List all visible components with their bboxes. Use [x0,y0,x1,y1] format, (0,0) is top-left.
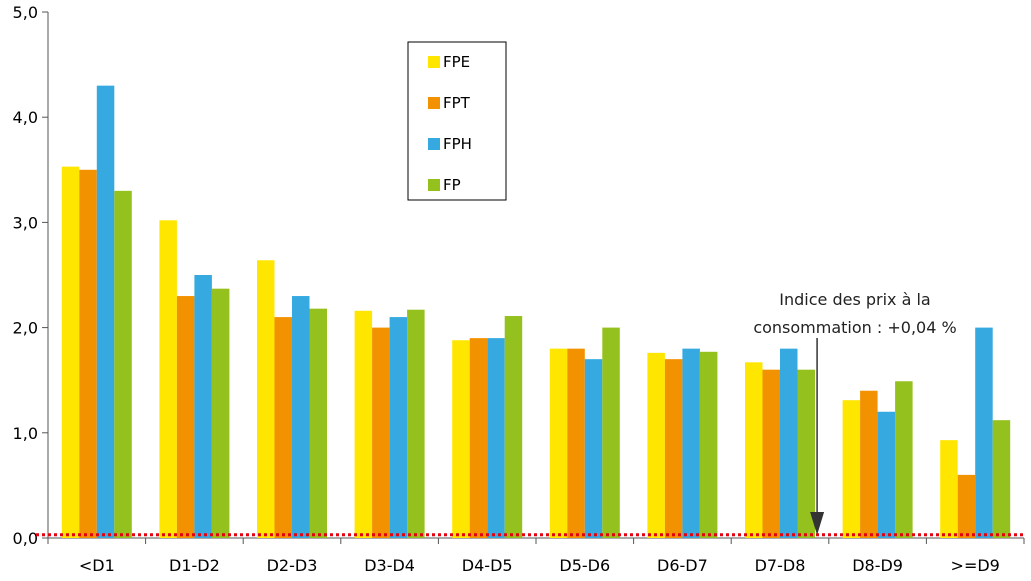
bar-fph [975,327,993,538]
x-tick-label: D7-D8 [755,556,806,575]
bar-fpt [469,338,488,538]
bar-fp [407,309,425,538]
legend-box [407,41,507,201]
y-tick-label: 4,0 [13,108,38,127]
bar-fpe [647,352,665,538]
bar-fp [797,369,815,538]
y-tick-label: 2,0 [13,319,38,338]
bar-fpe [940,440,958,538]
bar-fph [194,275,212,538]
bar-fpt [762,369,780,538]
x-tick-label: D5-D6 [559,556,610,575]
legend: FPE FPT FPH FP [407,41,507,201]
y-tick-label: 3,0 [13,213,38,232]
bar-fp [114,190,132,538]
legend-label-fpe: FPE [443,53,470,71]
annotation-line2: consommation : +0,04 % [753,318,956,337]
y-tick-label: 1,0 [13,424,38,443]
x-tick-label: D3-D4 [364,556,415,575]
bar-fph [682,348,700,538]
x-axis: <D1 D1-D2 D2-D3 D3-D4 D4-D5 D5-D6 D6-D7 D7-D8 D8… [47,537,1025,575]
bar-fph [487,338,505,538]
bar-fpe [159,220,177,538]
legend-label-fpt: FPT [443,94,471,112]
bar-fp [602,327,620,538]
x-tick-label: D2-D3 [267,556,318,575]
annotation-arrow-head [810,512,825,535]
legend-swatch-fph [428,138,440,150]
x-tick-label: D6-D7 [657,556,708,575]
bar-fph [877,411,896,538]
bar-fph [292,296,310,538]
bar-fph [780,348,798,538]
legend-label-fp: FP [443,176,461,194]
bar-fpt [274,317,292,538]
bar-fpe [842,400,861,538]
bar-fpe [257,260,275,538]
bar-fp [895,381,913,538]
bar-fpt [664,359,683,538]
x-tick-label: <D1 [79,556,115,575]
bar-fpe [61,166,80,539]
x-tick-label: >=D9 [951,556,1000,575]
bar-fpe [354,310,373,538]
bar-fp [992,420,1011,538]
x-tick-label: D8-D9 [852,556,903,575]
bar-fpe [452,340,470,538]
bars [61,85,1011,539]
legend-swatch-fpe [428,56,440,68]
bar-fph [389,317,408,538]
bar-fpt [372,327,390,538]
bar-fph [584,359,603,538]
bar-fpe [745,362,763,538]
bar-fpt [567,348,585,538]
bar-fph [96,85,115,538]
y-tick-label: 5,0 [13,3,38,22]
bar-fp [504,316,523,538]
bar-fpt [957,474,976,538]
legend-swatch-fpt [428,97,440,109]
annotation-line1: Indice des prix à la [779,290,930,309]
x-tick-label: D1-D2 [169,556,220,575]
bar-fp [699,351,718,538]
bar-fp [309,308,327,538]
bar-fp [211,288,230,538]
bar-fpe [549,348,568,538]
x-tick-label: D4-D5 [462,556,513,575]
annotation: Indice des prix à la consommation : +0,0… [753,290,957,535]
legend-label-fph: FPH [443,135,472,153]
bar-fpt [860,390,878,538]
y-axis: 0,0 1,0 2,0 3,0 4,0 5,0 [13,3,49,548]
bar-fpt [79,169,97,539]
y-tick-label: 0,0 [13,529,38,548]
bar-fpt [176,296,195,538]
legend-swatch-fp [428,179,440,191]
